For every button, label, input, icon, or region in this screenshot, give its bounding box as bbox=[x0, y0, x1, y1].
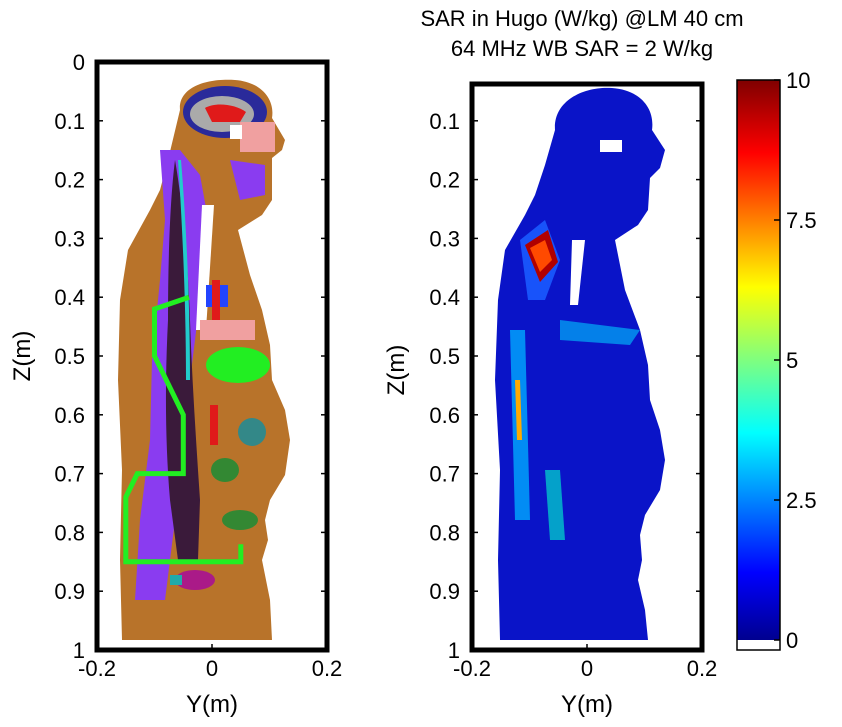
right-ytick-label: 0.3 bbox=[429, 226, 460, 251]
figure-title-line1: SAR in Hugo (W/kg) @LM 40 cm bbox=[420, 6, 743, 31]
right-ytick-label: 0.6 bbox=[429, 403, 460, 428]
left-ytick-label: 0 bbox=[73, 50, 85, 75]
spine bbox=[165, 160, 200, 560]
left-ytick-label: 0.4 bbox=[54, 285, 85, 310]
colorbar: 0 2.5 5 7.5 10 bbox=[736, 68, 817, 653]
colorbar-frame bbox=[736, 79, 781, 651]
right-panel: 0.1 0.2 0.3 0.4 0.5 0.6 0.7 0.8 0.9 1 -0.2 0 0.2 Y(… bbox=[383, 81, 718, 718]
left-ytick-label: 1 bbox=[73, 638, 85, 663]
sar-body bbox=[495, 87, 665, 640]
left-ytick-label: 0.5 bbox=[54, 344, 85, 369]
right-ytick-label: 0.7 bbox=[429, 462, 460, 487]
lung-outline bbox=[123, 294, 244, 565]
tissue-map-image bbox=[118, 79, 290, 640]
colorbar-tick-label: 7.5 bbox=[786, 208, 817, 233]
colorbar-tick-label: 0 bbox=[786, 628, 798, 653]
left-xtick-label: 0.2 bbox=[312, 656, 343, 681]
left-xlabel: Y(m) bbox=[186, 691, 238, 718]
right-ytick-label: 0.8 bbox=[429, 520, 460, 545]
left-panel: 0 0.1 0.2 0.3 0.4 0.5 0.6 0.7 0.8 0.9 1 -0.2 0 0.2 Y… bbox=[9, 50, 342, 718]
left-ylabel: Z(m) bbox=[9, 331, 36, 382]
right-ytick-label: 0.5 bbox=[429, 344, 460, 369]
left-ytick-label: 0.2 bbox=[54, 168, 85, 193]
left-ytick-label: 0.8 bbox=[54, 520, 85, 545]
right-ytick-label: 0.1 bbox=[429, 109, 460, 134]
left-ytick-label: 0.7 bbox=[54, 462, 85, 487]
left-xtick-label: -0.2 bbox=[78, 656, 116, 681]
left-ytick-label: 0.9 bbox=[54, 579, 85, 604]
colorbar-tick-label: 2.5 bbox=[786, 488, 817, 513]
right-xtick-label: -0.2 bbox=[453, 656, 491, 681]
liver-region bbox=[206, 347, 270, 383]
colorbar-tick-label: 10 bbox=[786, 68, 810, 93]
right-xtick-label: 0.2 bbox=[687, 656, 718, 681]
right-ytick-label: 0.2 bbox=[429, 168, 460, 193]
sar-map-image bbox=[495, 87, 665, 640]
right-ytick-label: 1 bbox=[448, 638, 460, 663]
figure-title-line2: 64 MHz WB SAR = 2 W/kg bbox=[451, 36, 713, 61]
left-ytick-label: 0.3 bbox=[54, 226, 85, 251]
right-xtick-label: 0 bbox=[581, 656, 593, 681]
right-xlabel: Y(m) bbox=[561, 691, 613, 718]
right-ytick-label: 0.4 bbox=[429, 285, 460, 310]
right-ylabel: Z(m) bbox=[383, 345, 410, 396]
colorbar-tick-label: 5 bbox=[786, 348, 798, 373]
left-xtick-label: 0 bbox=[206, 656, 218, 681]
right-ytick-label: 0.9 bbox=[429, 579, 460, 604]
left-ytick-label: 0.1 bbox=[54, 109, 85, 134]
left-ytick-label: 0.6 bbox=[54, 403, 85, 428]
colorbar-gradient bbox=[737, 80, 780, 640]
